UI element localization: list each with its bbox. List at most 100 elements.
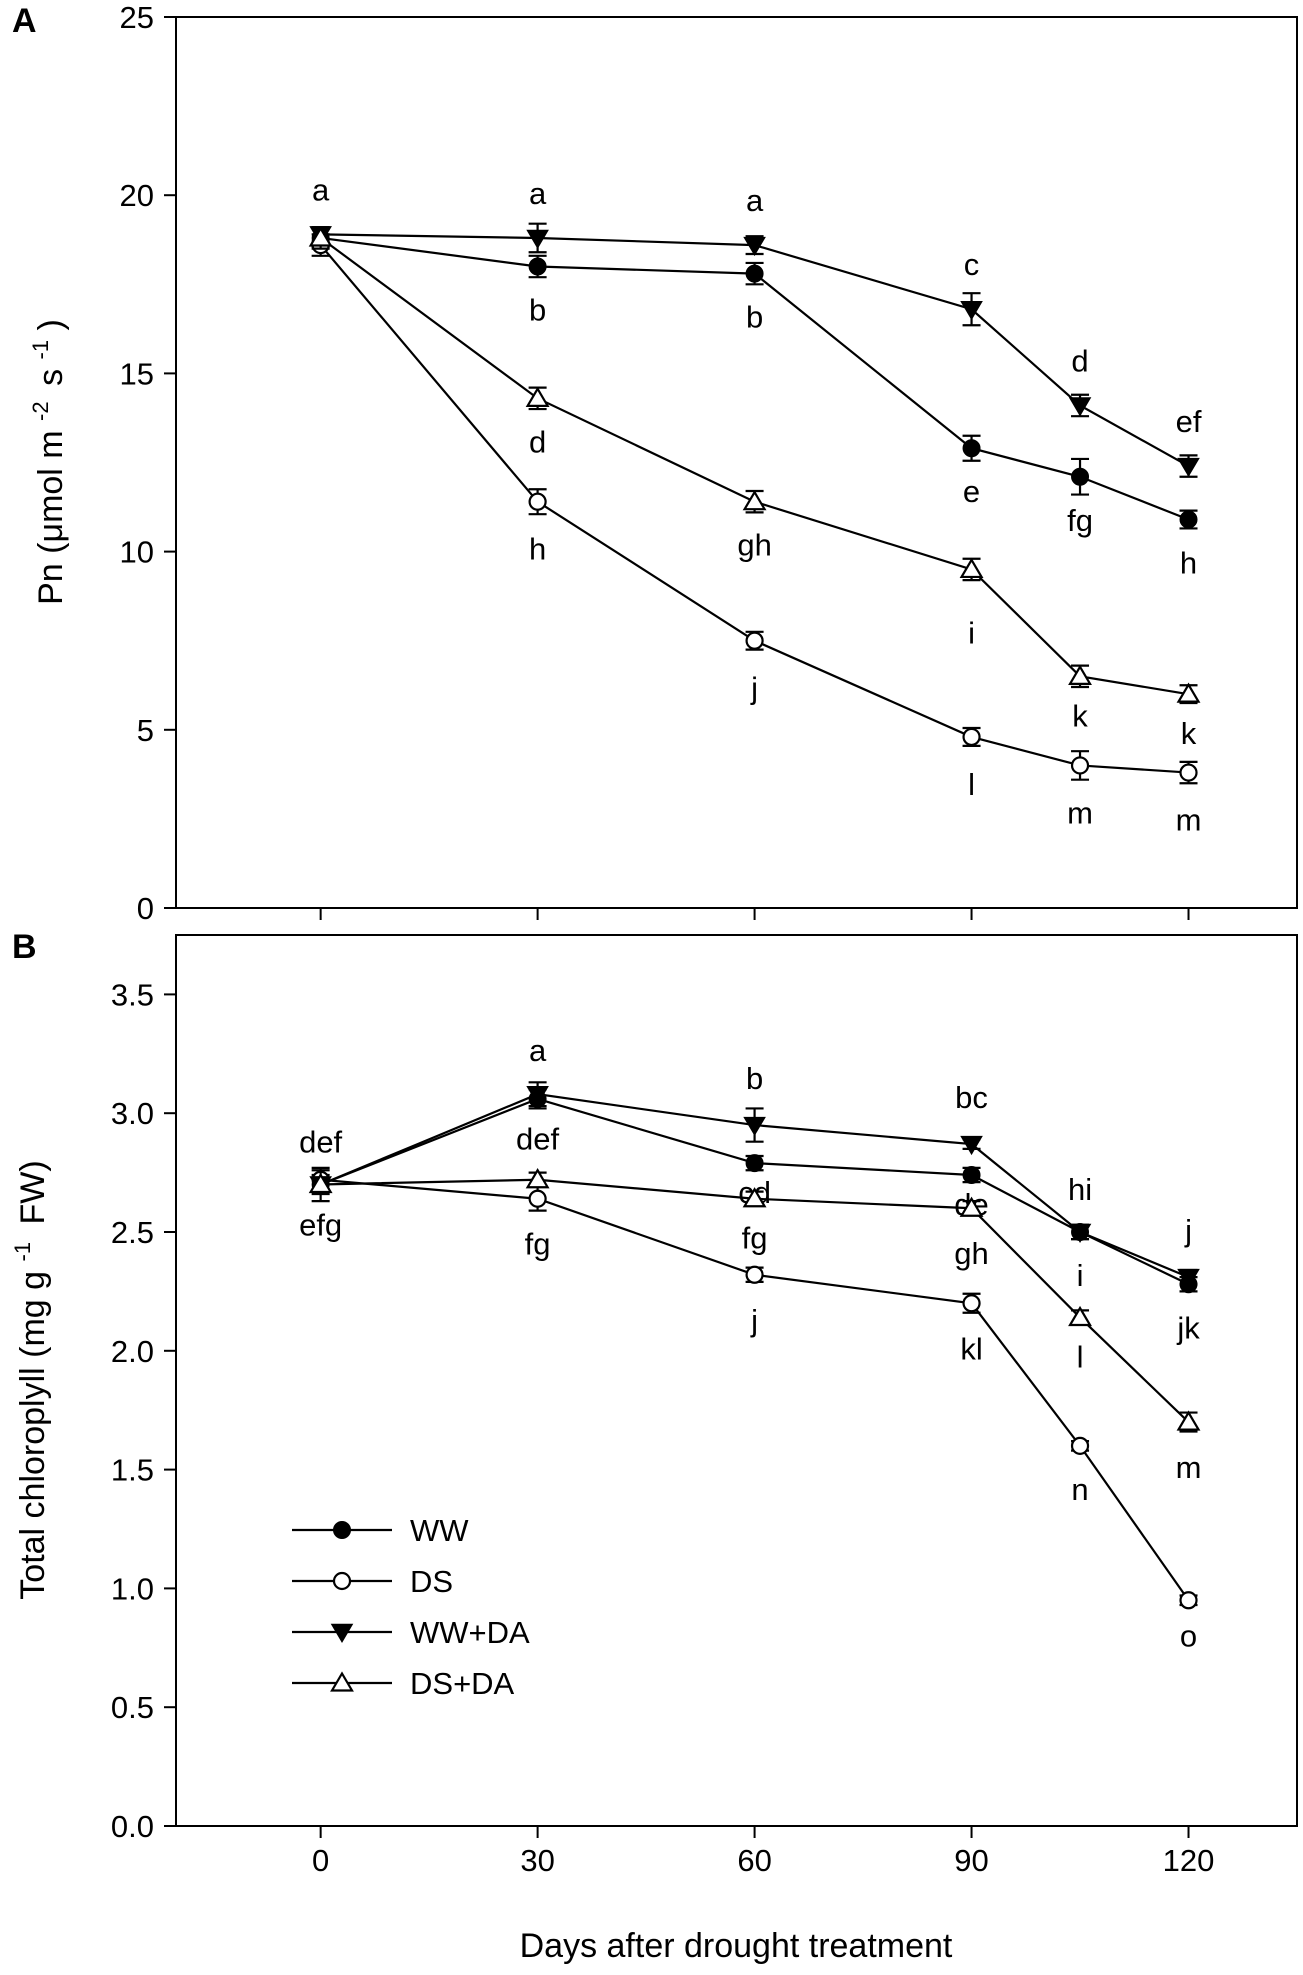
significance-label: fg [1067, 503, 1093, 538]
x-axis-title: Days after drought treatment [520, 1927, 953, 1965]
significance-label: j [1184, 1213, 1192, 1248]
data-point-ds-da [1176, 1410, 1201, 1431]
x-tick-label: 90 [954, 1843, 988, 1878]
series-ww-da: b bc i j [309, 1061, 1200, 1293]
x-tick-label: 60 [737, 1843, 771, 1878]
y-tick-label: 0.5 [111, 1690, 154, 1725]
y-tick-label: 2.5 [111, 1215, 154, 1250]
data-point-ww-da [526, 229, 549, 249]
significance-label: bc [955, 1080, 988, 1115]
significance-label: b [746, 1061, 763, 1096]
data-point-ds [1070, 756, 1090, 775]
series-ww: b b e fg h [311, 227, 1198, 581]
panel-b-y-axis-title-end: FW) [14, 1160, 52, 1224]
significance-label: gh [954, 1236, 988, 1271]
y-tick-label: 3.5 [111, 977, 154, 1012]
panel-a-y-axis-title: Pn (μmol m -2 s -1 ) [18, 319, 70, 605]
data-point-ds-da [959, 1196, 984, 1217]
data-point-ww-da [526, 1085, 549, 1106]
data-point-ww [1179, 510, 1198, 529]
data-point-ww [528, 257, 547, 276]
series-line-ds-da [319, 237, 1189, 696]
legend-item-ww-da: WW+DA [292, 1615, 530, 1650]
significance-label: l [1077, 1340, 1084, 1375]
panel-a: A 0 5 10 15 20 25 b b e fg h h j l m m a a a c d ef d gh i k k Pn… [12, 0, 1298, 926]
significance-label: gh [737, 528, 771, 563]
data-point-ds-da [1068, 1305, 1092, 1327]
data-point-ww [962, 1165, 981, 1184]
data-point-ww [745, 1154, 764, 1173]
series-line-ww-da [320, 1093, 1189, 1279]
data-point-ds-da [525, 386, 550, 407]
y-tick-label: 25 [120, 0, 154, 35]
panel-a-y-axis-title-mid: s [32, 369, 70, 386]
x-tick-label: 0 [312, 1843, 329, 1878]
data-point-ww [745, 264, 764, 283]
data-point-ww-da [960, 300, 983, 321]
significance-label: d [1071, 343, 1088, 378]
significance-label: a [312, 172, 330, 207]
y-tick-label: 15 [120, 356, 154, 391]
significance-label: fg [742, 1221, 768, 1256]
significance-label: l [968, 767, 975, 802]
data-point-ds-da [1176, 682, 1201, 703]
data-point-ds-da [308, 226, 333, 247]
legend-label: WW [410, 1513, 469, 1548]
x-tick-label: 30 [520, 1843, 554, 1878]
significance-label: a [529, 176, 547, 211]
y-tick-label: 10 [120, 535, 154, 570]
significance-label: n [1071, 1472, 1088, 1507]
panel-a-y-axis-title-main: Pn (μmol m [32, 430, 70, 605]
significance-label: a [529, 1033, 547, 1068]
significance-label: fg [525, 1227, 551, 1262]
y-tick-label: 0 [137, 891, 154, 926]
x-tick-label: 120 [1163, 1843, 1215, 1878]
y-tick-label: 0.0 [111, 1809, 154, 1844]
panel-b-y-axis-title-sup1: -1 [10, 1242, 35, 1262]
significance-label: def [299, 1124, 342, 1159]
panel-a-y-axis-title-end: ) [32, 319, 70, 330]
significance-label: kl [960, 1331, 982, 1366]
significance-label: b [746, 300, 763, 335]
data-point-ww [962, 439, 981, 458]
y-tick-label: 3.0 [111, 1096, 154, 1131]
significance-label: i [968, 615, 975, 650]
panel-a-letter: A [12, 2, 37, 40]
data-point-ds-da [525, 1168, 550, 1189]
panel-b-series: defacddehijkefgfgjklnobbcijdeffgghlm [299, 1033, 1201, 1653]
panel-a-y-axis-title-sup2: -1 [28, 340, 53, 360]
data-point-ds [962, 1294, 981, 1313]
significance-label: ef [1176, 404, 1202, 439]
legend-item-ds-da: DS+DA [292, 1666, 515, 1701]
series-ww-da: a a a c d ef [309, 172, 1202, 478]
significance-label: j [750, 671, 758, 706]
data-point-ww-da [1177, 457, 1200, 478]
significance-label: k [1072, 698, 1088, 733]
series-line-ww [320, 236, 1189, 521]
series-ds-da: def fg gh l m [308, 1122, 1201, 1485]
y-tick-label: 20 [120, 178, 154, 213]
series-ds-da: d gh i k k [308, 226, 1201, 751]
y-tick-label: 2.0 [111, 1334, 154, 1369]
significance-label: h [529, 532, 546, 567]
series-line-ds [319, 244, 1189, 774]
panel-a-series: b b e fg h h j l m m a a a c d ef d gh i k k [308, 172, 1202, 838]
significance-label: c [964, 247, 980, 282]
series-line-ww-da [320, 233, 1190, 468]
panel-b-letter: B [12, 928, 37, 966]
data-point-ww-da [743, 1116, 766, 1137]
legend-marker-ww-da [330, 1623, 354, 1643]
data-point-ds-da [742, 490, 767, 511]
y-tick-label: 5 [137, 713, 154, 748]
data-point-ww-da [960, 1135, 983, 1156]
data-point-ds [745, 631, 764, 650]
panel-b-y-axis-title: Total chloroplyll (mg g -1 FW) [0, 1160, 52, 1599]
significance-label: o [1180, 1618, 1197, 1653]
panel-a-x-ticks [319, 908, 1190, 920]
panel-b-y-ticks: 0.0 0.5 1.0 1.5 2.0 2.5 3.0 3.5 [111, 977, 176, 1844]
legend-marker-ds-da [330, 1671, 354, 1692]
panel-b-plot-frame [175, 934, 1298, 1827]
data-point-ww-da [1068, 397, 1092, 417]
